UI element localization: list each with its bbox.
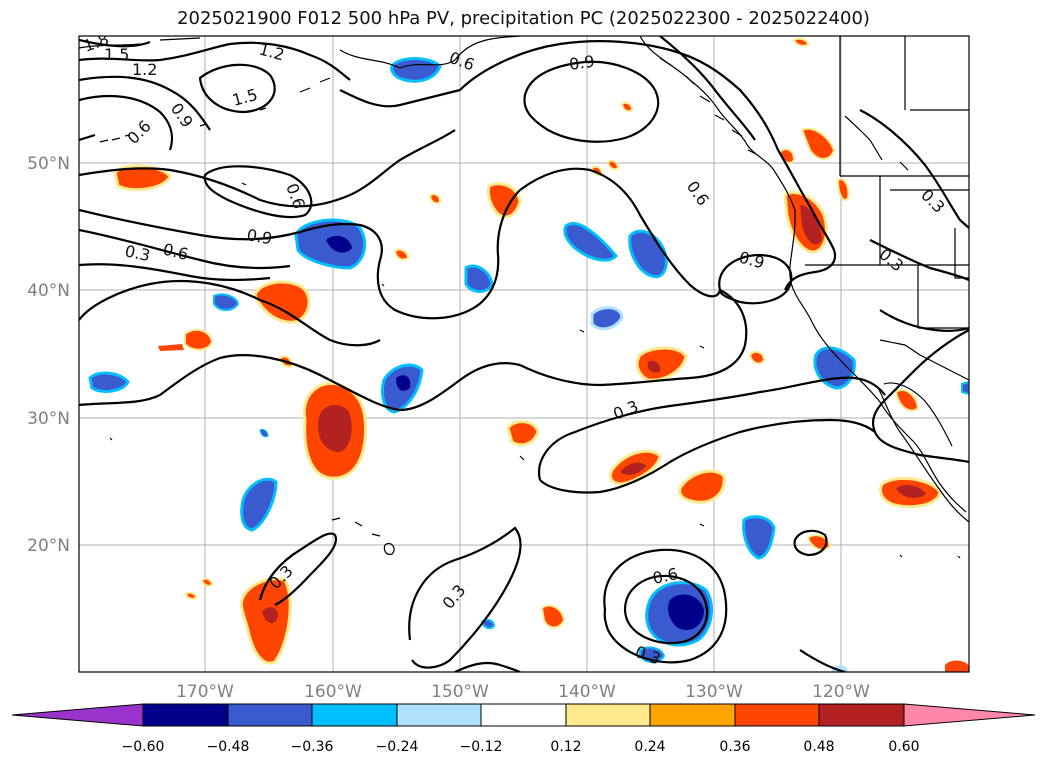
pv-contours — [79, 36, 969, 672]
contour-label: 1.5 — [104, 45, 129, 64]
colorbar-tick: −0.12 — [460, 739, 503, 755]
contour-label: 0.6 — [161, 239, 190, 264]
contour-label: 0.6 — [651, 564, 680, 588]
lat-label: 30°N — [27, 409, 70, 429]
colorbar-tick: 0.12 — [550, 739, 581, 755]
contour-labels: 1.8 1.5 1.2 1.2 1.5 0.9 0.6 0.6 0.9 0.6 … — [81, 36, 949, 669]
contour-label: 0.6 — [123, 116, 154, 147]
lat-label: 20°N — [27, 536, 70, 556]
map-content: 1.8 1.5 1.2 1.2 1.5 0.9 0.6 0.6 0.9 0.6 … — [79, 36, 969, 672]
contour-label: 0.3 — [439, 581, 470, 613]
contour-label: 0.3 — [633, 642, 663, 669]
colorbar-tick: −0.60 — [122, 739, 165, 755]
lat-label: 50°N — [27, 154, 70, 174]
colorbar-tick: −0.36 — [291, 739, 334, 755]
contour-label: 0.9 — [737, 248, 767, 273]
colorbar-tick: −0.24 — [376, 739, 419, 755]
precip-positive — [113, 37, 969, 672]
contour-label: 1.2 — [257, 40, 287, 65]
latitude-labels: 50°N 40°N 30°N 20°N — [27, 154, 70, 556]
coastlines — [79, 36, 969, 559]
colorbar-segment — [311, 703, 398, 727]
contour-label: 0.9 — [245, 225, 273, 248]
colorbar — [11, 703, 1036, 727]
longitude-labels: 170°W 160°W 150°W 140°W 130°W 120°W — [176, 682, 870, 702]
contour-label: 1.2 — [132, 60, 157, 79]
chart-title: 2025021900 F012 500 hPa PV, precipitatio… — [177, 8, 870, 29]
colorbar-tick: 0.36 — [719, 739, 750, 755]
colorbar-segment — [818, 703, 905, 727]
contour-label: 0.3 — [610, 397, 641, 424]
contour-label: 0.6 — [683, 177, 713, 209]
lon-label: 130°W — [685, 682, 743, 702]
lon-label: 120°W — [812, 682, 870, 702]
contour-label: 1.5 — [230, 85, 260, 110]
contour-label: 0.3 — [123, 241, 152, 265]
colorbar-tick: 0.48 — [803, 739, 834, 755]
colorbar-segment — [396, 703, 482, 727]
colorbar-segment — [565, 703, 651, 727]
lon-label: 150°W — [431, 682, 489, 702]
contour-label: 0.9 — [167, 99, 197, 131]
colorbar-segment — [649, 703, 736, 727]
precip-negative — [88, 57, 969, 672]
colorbar-ticks: −0.60 −0.48 −0.36 −0.24 −0.12 0.12 0.24 … — [122, 739, 920, 755]
colorbar-segment — [480, 703, 567, 727]
colorbar-over — [903, 703, 1036, 727]
colorbar-tick: 0.60 — [888, 739, 919, 755]
colorbar-segment — [734, 703, 820, 727]
contour-label: 0.9 — [568, 52, 596, 74]
contour-label: 0.6 — [447, 48, 477, 75]
colorbar-tick: 0.24 — [634, 739, 665, 755]
colorbar-segment — [142, 703, 229, 727]
lon-label: 160°W — [304, 682, 362, 702]
colorbar-segment — [227, 703, 313, 727]
map-frame — [78, 35, 970, 673]
colorbar-under — [11, 703, 144, 727]
colorbar-tick: −0.48 — [207, 739, 250, 755]
lat-label: 40°N — [27, 281, 70, 301]
lon-label: 170°W — [176, 682, 234, 702]
lon-label: 140°W — [558, 682, 616, 702]
